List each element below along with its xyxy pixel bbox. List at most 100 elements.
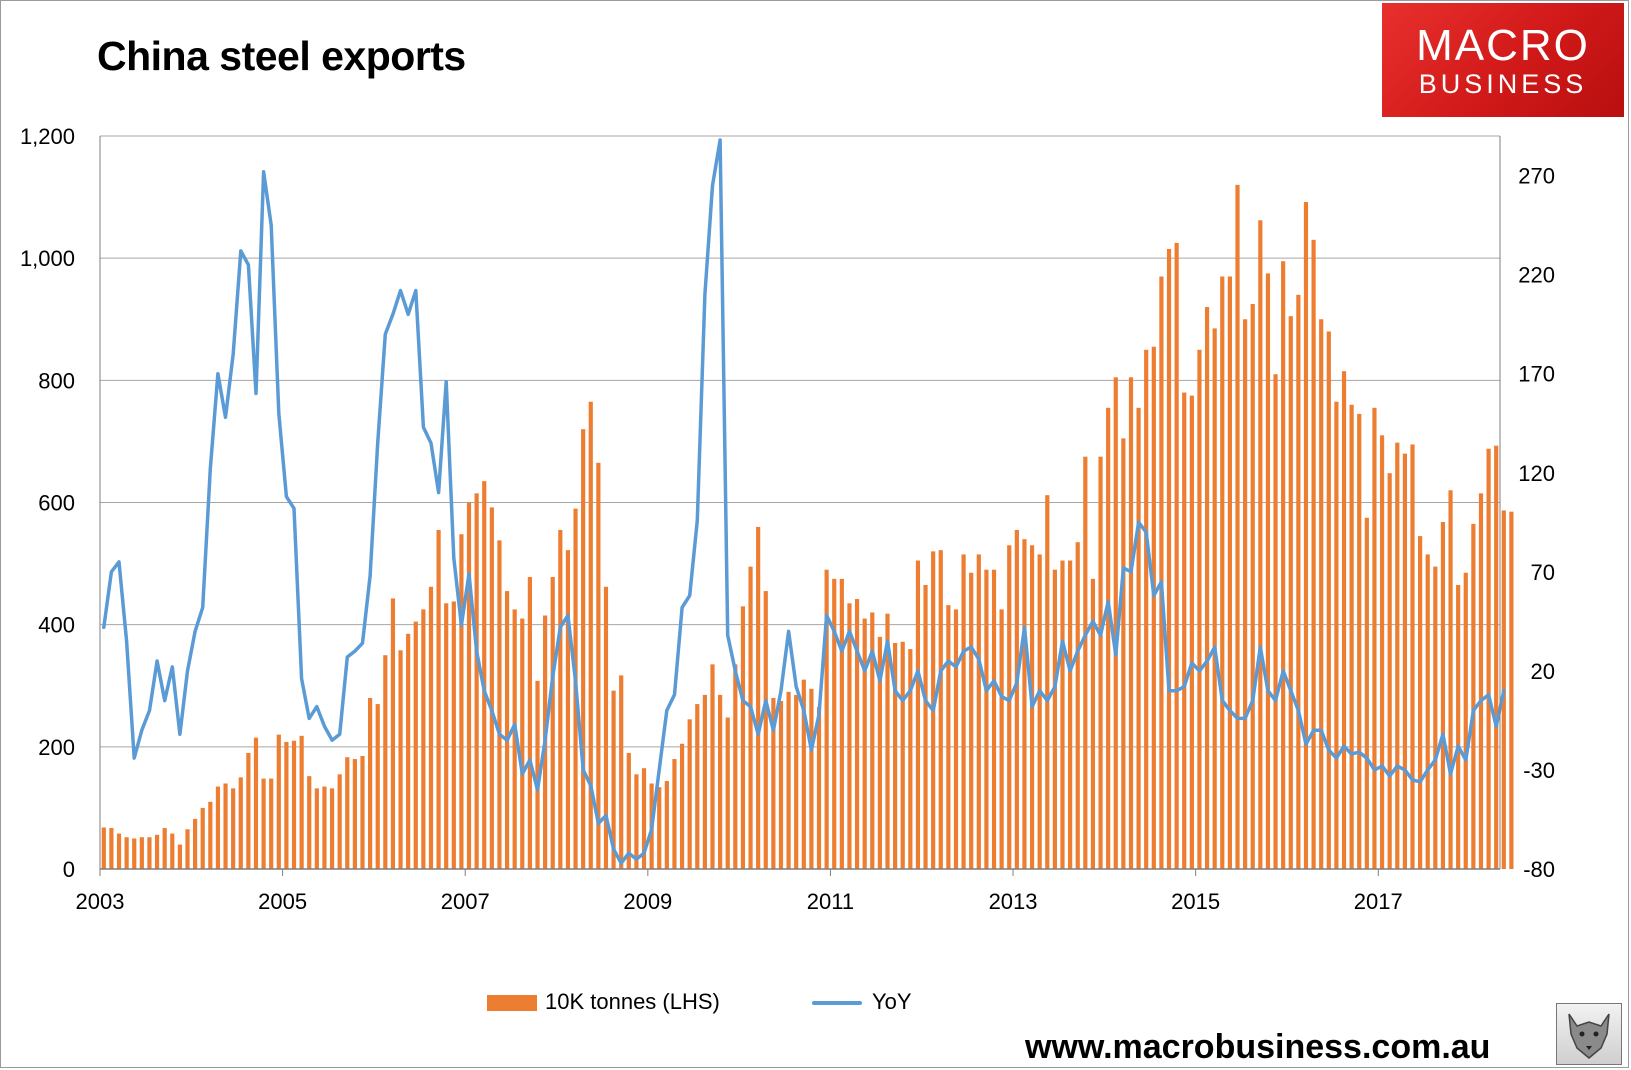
bar bbox=[1144, 349, 1149, 870]
legend-bar-label: 10K tonnes (LHS) bbox=[545, 989, 720, 1014]
bar bbox=[101, 827, 106, 869]
y-right-tick-label: -30 bbox=[1523, 758, 1555, 783]
bar bbox=[1372, 407, 1377, 869]
bar bbox=[877, 636, 882, 869]
y-right-tick-label: 170 bbox=[1518, 362, 1555, 387]
bar bbox=[1448, 490, 1453, 869]
bar bbox=[1349, 404, 1354, 869]
x-tick-label: 2009 bbox=[623, 889, 672, 914]
y-right-tick-label: 20 bbox=[1531, 659, 1555, 684]
bar bbox=[816, 707, 822, 869]
bar bbox=[1083, 456, 1088, 869]
x-tick-label: 2007 bbox=[441, 889, 490, 914]
bar bbox=[193, 818, 198, 869]
bar bbox=[1045, 495, 1050, 869]
bar bbox=[1090, 578, 1096, 869]
bar bbox=[253, 737, 259, 869]
bar bbox=[1334, 401, 1339, 869]
bar bbox=[185, 829, 190, 869]
bar bbox=[870, 612, 875, 869]
bar bbox=[276, 734, 281, 869]
bar bbox=[969, 572, 974, 869]
bar bbox=[1121, 438, 1126, 869]
y-left-tick-label: 200 bbox=[38, 735, 75, 760]
bar bbox=[406, 633, 411, 869]
line-series bbox=[102, 138, 1506, 865]
bar bbox=[588, 401, 593, 869]
bar bbox=[702, 694, 707, 869]
legend-bar-swatch bbox=[487, 995, 537, 1011]
bar bbox=[794, 694, 799, 869]
bar bbox=[299, 735, 304, 869]
bar bbox=[1220, 276, 1225, 869]
y-left-tick-label: 800 bbox=[38, 368, 75, 393]
bar bbox=[436, 529, 441, 869]
bar bbox=[725, 717, 730, 869]
bar bbox=[565, 550, 571, 869]
bar bbox=[946, 605, 951, 869]
bar bbox=[421, 609, 426, 869]
bar bbox=[763, 591, 768, 869]
bar bbox=[527, 577, 532, 869]
bar bbox=[1463, 572, 1468, 869]
bar bbox=[1128, 377, 1134, 869]
bar bbox=[451, 601, 456, 869]
bar bbox=[786, 691, 791, 869]
bar bbox=[1433, 566, 1438, 869]
bar bbox=[1341, 371, 1347, 869]
bar bbox=[124, 837, 129, 869]
bar bbox=[1296, 294, 1301, 870]
bar bbox=[915, 560, 921, 869]
bar bbox=[497, 540, 502, 869]
bar bbox=[634, 774, 639, 869]
bar bbox=[345, 757, 350, 869]
bar bbox=[132, 838, 137, 869]
bar bbox=[504, 591, 510, 869]
bar bbox=[322, 786, 327, 869]
y-right-tick-label: -80 bbox=[1523, 857, 1555, 882]
bar bbox=[1418, 536, 1423, 869]
bar bbox=[885, 613, 890, 869]
bar bbox=[1281, 261, 1286, 869]
bar bbox=[1007, 545, 1012, 869]
bar bbox=[1204, 307, 1210, 869]
bar bbox=[390, 598, 396, 869]
bar bbox=[1273, 374, 1278, 869]
macrobusiness-logo: MACRO BUSINESS bbox=[1382, 3, 1624, 117]
bar bbox=[215, 786, 221, 869]
bar bbox=[558, 529, 563, 869]
bar bbox=[1288, 316, 1293, 870]
bar bbox=[139, 837, 144, 869]
bar bbox=[1379, 435, 1385, 869]
bar bbox=[1425, 554, 1430, 869]
bar bbox=[938, 550, 943, 869]
bar bbox=[1022, 539, 1027, 869]
bar bbox=[1227, 276, 1232, 869]
bar bbox=[923, 584, 928, 869]
bar bbox=[976, 554, 981, 869]
bar bbox=[626, 752, 631, 869]
bar bbox=[383, 655, 388, 869]
bar bbox=[208, 801, 213, 869]
bar bbox=[893, 642, 898, 869]
bar bbox=[550, 577, 555, 869]
bar bbox=[961, 554, 966, 869]
bar bbox=[778, 701, 784, 869]
bar bbox=[908, 649, 913, 869]
bar bbox=[733, 664, 738, 869]
bar bbox=[1136, 407, 1141, 869]
bar bbox=[1402, 453, 1407, 869]
yoy-line bbox=[102, 138, 1506, 865]
bar bbox=[1235, 184, 1240, 869]
y-left-tick-label: 400 bbox=[38, 613, 75, 638]
bar bbox=[862, 618, 867, 869]
x-tick-label: 2011 bbox=[807, 889, 854, 914]
bar bbox=[291, 740, 297, 869]
bar bbox=[512, 609, 517, 869]
bar bbox=[1395, 442, 1400, 869]
y-right-tick-label: 220 bbox=[1518, 263, 1555, 288]
bar bbox=[261, 778, 266, 869]
bar bbox=[428, 586, 434, 869]
bar bbox=[1494, 445, 1499, 869]
